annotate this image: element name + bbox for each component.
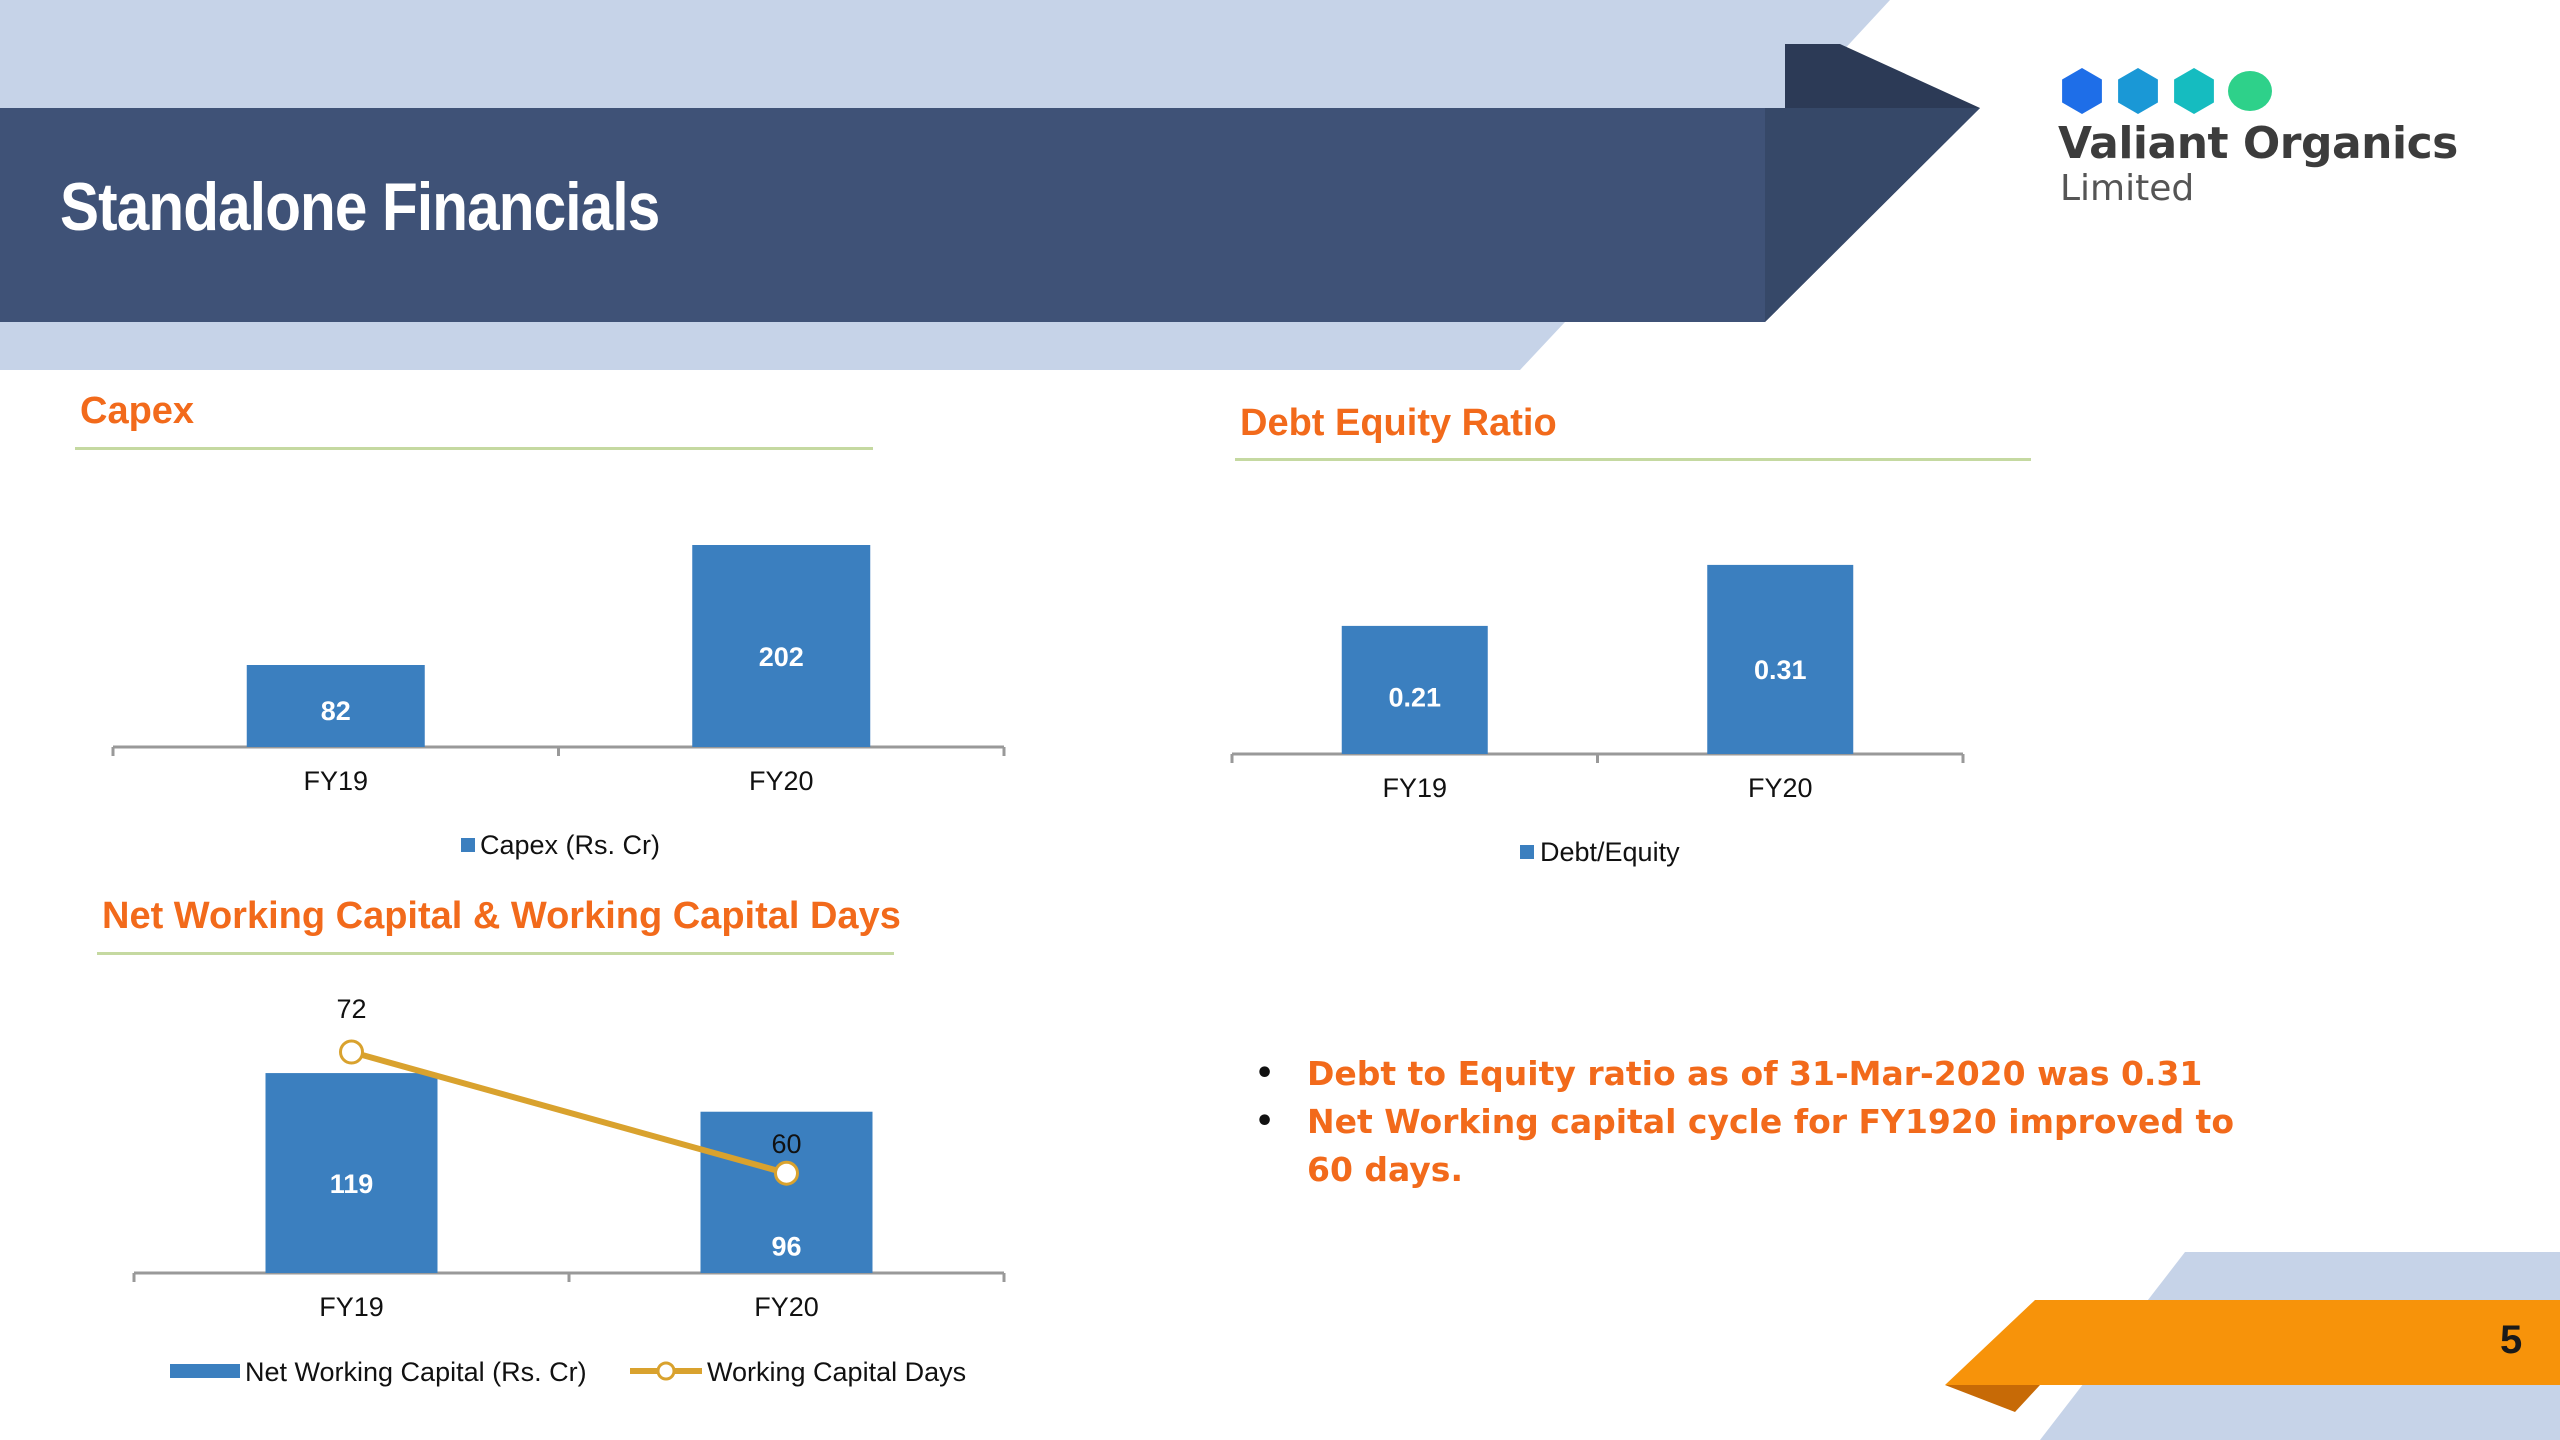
nwc-title-rule [97,952,894,955]
top-light-band [0,0,1890,108]
nwc-category-label: FY19 [319,1292,384,1322]
bullet-dot-icon: • [1255,1104,1275,1139]
nwc-days-data-label: 72 [336,994,366,1024]
bullet-item: • Net Working capital cycle for FY1920 im… [1255,1098,2255,1194]
legend-marker-days [656,1361,676,1381]
bullet-item: • Debt to Equity ratio as of 31-Mar-2020 … [1255,1050,2255,1098]
legend-swatch-capex [461,838,475,852]
bottom-light-band [0,322,1565,370]
nwc-days-line [350,1049,788,1177]
nwc-title: Net Working Capital & Working Capital Da… [102,895,901,937]
legend-label-capex: Capex (Rs. Cr) [480,830,660,860]
title-dark-tail [1785,44,1980,108]
key-points: • Debt to Equity ratio as of 31-Mar-2020 … [1255,1050,2255,1194]
logo-name: Valiant Organics [2058,118,2458,169]
legend-label-nwc: Net Working Capital (Rs. Cr) [245,1357,587,1387]
bullet-text: Net Working capital cycle for FY1920 imp… [1307,1102,2234,1189]
nwc-bar-data-label: 119 [330,1169,374,1199]
capex-category-label: FY20 [749,766,814,796]
nwc-bar-data-label: 96 [771,1232,801,1262]
nwc-bar [265,1073,438,1273]
nwc-days-point [774,1160,799,1186]
debt-equity-title-rule [1235,458,2031,461]
nwc-category-label: FY20 [754,1292,819,1322]
bullet-text: Debt to Equity ratio as of 31-Mar-2020 w… [1307,1054,2203,1093]
page-number: 5 [2500,1318,2523,1362]
legend-swatch-nwc [170,1364,240,1378]
capex-title-rule [75,447,873,450]
capex-bar [246,665,425,747]
debt_equity-category-label: FY20 [1748,773,1813,803]
nwc-days-data-label: 60 [771,1129,801,1159]
footer-orange-fold [1945,1385,2040,1412]
legend-label-de: Debt/Equity [1540,837,1680,867]
nwc-bar [700,1111,873,1273]
capex-data-label: 82 [321,696,351,726]
title-banner-fold [1765,108,1980,322]
legend-swatch-de [1520,845,1534,859]
capex-title: Capex [80,390,195,432]
title-banner [0,108,1980,322]
footer-orange-band [1945,1300,2560,1385]
logo-subtitle: Limited [2060,168,2195,209]
capex-data-label: 202 [759,642,804,672]
debt_equity-category-label: FY19 [1382,773,1447,803]
debt-equity-title: Debt Equity Ratio [1240,402,1557,444]
debt_equity-data-label: 0.21 [1388,682,1441,712]
debt_equity-bar [1707,564,1854,754]
slide-title: Standalone Financials [60,169,660,245]
legend-label-days: Working Capital Days [707,1357,966,1387]
bullet-dot-icon: • [1255,1056,1275,1091]
capex-bar [692,545,871,747]
nwc-days-point [339,1039,364,1065]
capex-category-label: FY19 [303,766,368,796]
debt_equity-data-label: 0.31 [1754,655,1807,685]
debt_equity-bar [1341,625,1488,754]
